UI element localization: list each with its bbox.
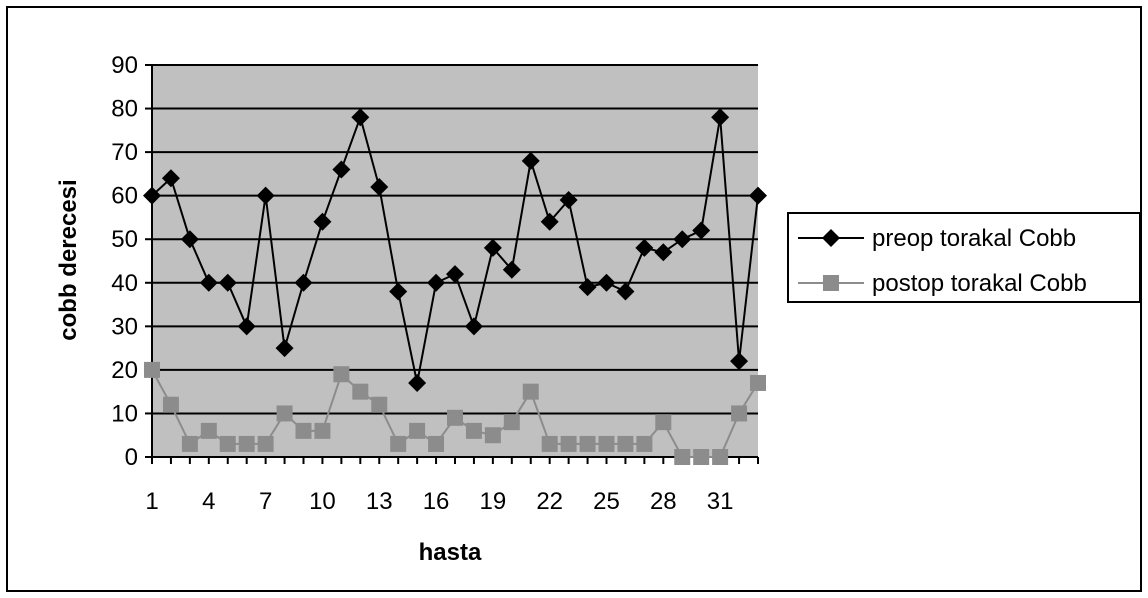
data-point-preop [692, 221, 711, 240]
data-point-preop [313, 212, 332, 231]
x-tick-label: 10 [309, 488, 336, 515]
y-tick-label: 50 [111, 226, 138, 253]
data-point-postop [484, 427, 501, 444]
data-point-postop [655, 414, 672, 431]
data-point-preop [597, 273, 616, 292]
data-point-postop [181, 435, 198, 452]
data-point-preop [389, 282, 408, 301]
legend: preop torakal Cobb postop torakal Cobb [787, 212, 1141, 303]
chart-frame: 0 10 20 30 40 50 60 70 80 90 1 4 7 10 13 16 19 22 25 28 31 h… [6, 6, 1142, 592]
data-point-preop [408, 373, 427, 392]
data-point-postop [295, 422, 312, 439]
y-tick-label: 60 [111, 183, 138, 210]
data-point-postop [522, 383, 539, 400]
y-tick-label: 70 [111, 139, 138, 166]
x-tick-label: 19 [480, 488, 507, 515]
data-point-preop [237, 317, 256, 336]
data-point-postop [598, 435, 615, 452]
data-point-postop [636, 435, 653, 452]
plot-area [152, 65, 758, 457]
data-point-postop [352, 383, 369, 400]
data-point-postop [333, 366, 350, 383]
data-point-preop [294, 273, 313, 292]
data-point-preop [654, 243, 673, 262]
data-point-postop [390, 435, 407, 452]
x-tick-label: 16 [423, 488, 450, 515]
data-point-postop [238, 435, 255, 452]
data-point-postop [144, 361, 160, 378]
y-tick-label: 30 [111, 313, 138, 340]
line-chart: 0 10 20 30 40 50 60 70 80 90 1 4 7 10 13 16 19 22 25 28 31 h… [55, 52, 1141, 566]
data-point-preop [749, 186, 767, 205]
data-point-postop [371, 396, 388, 413]
data-point-postop [428, 435, 445, 452]
x-tick-label: 7 [259, 488, 272, 515]
data-point-postop [447, 409, 463, 426]
x-tick-label: 28 [650, 488, 677, 515]
data-point-preop [256, 186, 275, 205]
data-point-preop [559, 191, 578, 210]
data-point-preop [711, 108, 730, 127]
y-tick-label: 40 [111, 270, 138, 297]
data-point-preop [143, 186, 161, 205]
legend-label-preop: preop torakal Cobb [872, 225, 1076, 252]
data-point-postop [257, 435, 274, 452]
data-point-postop [541, 435, 558, 452]
data-point-preop [540, 212, 559, 231]
data-point-preop [218, 273, 237, 292]
data-point-postop [560, 435, 577, 452]
data-point-preop [427, 273, 446, 292]
y-tick-label: 90 [111, 52, 138, 79]
data-point-preop [464, 317, 483, 336]
x-axis-title: hasta [419, 539, 482, 566]
data-point-postop [674, 449, 691, 465]
data-point-preop [616, 282, 635, 301]
data-point-preop [370, 177, 389, 196]
y-tick-label: 0 [125, 444, 138, 471]
data-point-preop [351, 108, 370, 127]
data-point-preop [161, 169, 180, 188]
data-point-postop [503, 414, 520, 431]
data-point-postop [693, 449, 710, 465]
data-point-postop [200, 422, 217, 439]
data-point-postop [465, 422, 482, 439]
data-point-preop [446, 265, 464, 284]
data-point-preop [180, 230, 199, 249]
data-point-postop [276, 405, 293, 422]
data-point-preop [502, 260, 521, 279]
data-point-preop [332, 160, 351, 179]
legend-marker-preop [822, 229, 840, 247]
data-point-postop [712, 449, 729, 465]
data-point-postop [219, 435, 236, 452]
data-point-postop [750, 374, 766, 391]
data-point-preop [730, 352, 749, 371]
legend-marker-postop [823, 275, 839, 291]
y-tick-label: 20 [111, 357, 138, 384]
data-point-postop [617, 435, 634, 452]
y-tick-label: 10 [111, 400, 138, 427]
data-point-preop [635, 238, 654, 257]
data-point-postop [731, 405, 748, 422]
x-tick-label: 13 [366, 488, 393, 515]
y-tick-label: 80 [111, 96, 138, 123]
x-tick-label: 22 [536, 488, 563, 515]
legend-label-postop: postop torakal Cobb [872, 270, 1087, 297]
data-point-postop [314, 422, 331, 439]
y-axis-title: cobb derecesi [55, 179, 82, 340]
data-point-preop [275, 339, 294, 358]
x-tick-label: 25 [593, 488, 620, 515]
x-tick-label: 4 [202, 488, 215, 515]
x-tick-label: 1 [145, 488, 158, 515]
data-point-preop [578, 278, 597, 297]
data-point-preop [521, 151, 540, 170]
data-point-preop [673, 230, 692, 249]
data-point-preop [483, 238, 502, 257]
data-point-postop [579, 435, 596, 452]
data-point-postop [409, 422, 426, 439]
data-point-preop [199, 273, 218, 292]
legend-box [787, 212, 1141, 303]
x-tick-label: 31 [707, 488, 734, 515]
data-point-postop [162, 396, 179, 413]
